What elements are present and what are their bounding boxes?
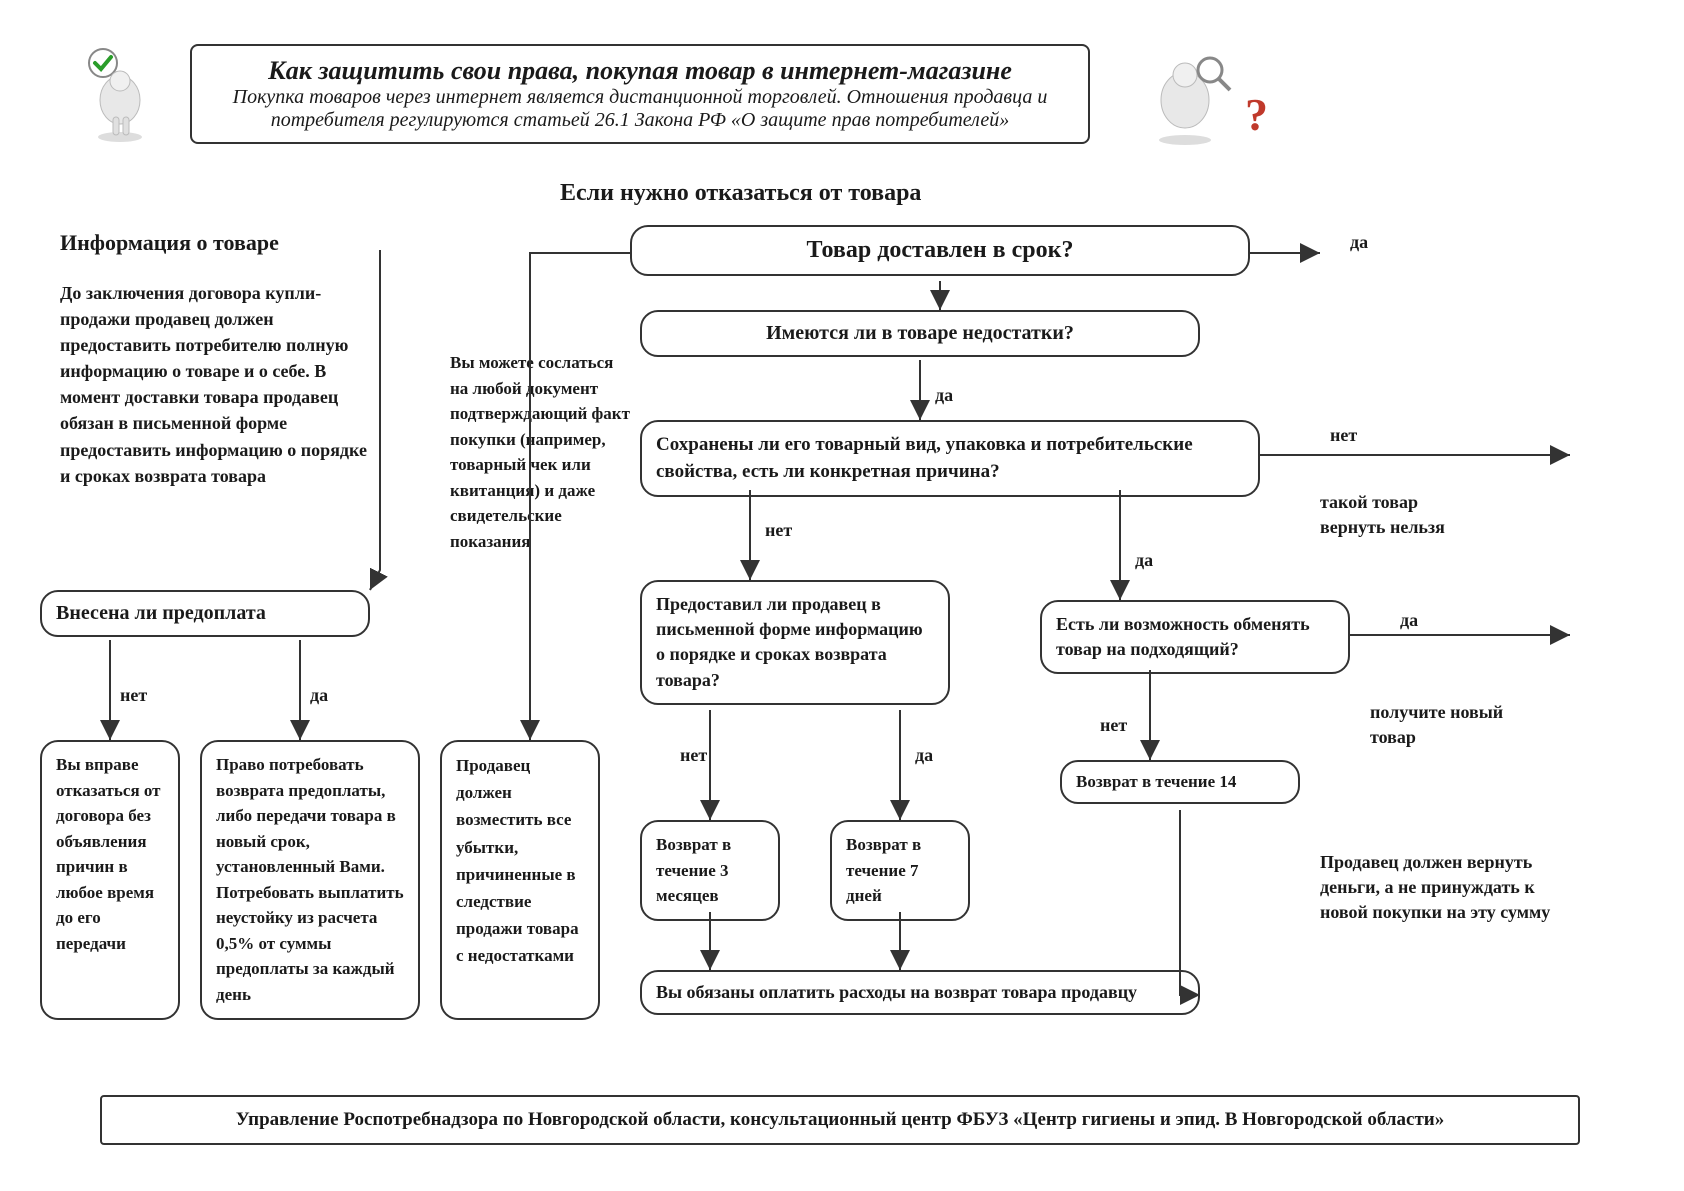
r14-text: Возврат в течение 14 <box>1076 772 1236 791</box>
info-body: До заключения договора купли-продажи про… <box>60 280 370 489</box>
label-yes-prepay: да <box>310 685 328 706</box>
label-yes-q1: да <box>1350 232 1368 253</box>
prepay-no-text: Вы вправе отказаться от договора без объ… <box>56 755 161 953</box>
label-yes-q2da: да <box>935 385 953 406</box>
r3m-text: Возврат в течение 3 месяцев <box>656 835 731 905</box>
prepay-yes-box: Право потребовать возврата предоплаты, л… <box>200 740 420 1020</box>
seller-comp-text: Продавец должен возместить все убытки, п… <box>456 756 579 965</box>
question-figure-icon: ? <box>1130 40 1270 155</box>
return-7d: Возврат в течение 7 дней <box>830 820 970 921</box>
label-yes-q3right: да <box>1135 550 1153 571</box>
r7d-text: Возврат в течение 7 дней <box>846 835 921 905</box>
label-no-prepay: нет <box>120 685 147 706</box>
header-title: Как защитить свои права, покупая товар в… <box>212 56 1068 86</box>
prepay-q-text: Внесена ли предоплата <box>56 602 266 624</box>
header-subtitle: Покупка товаров через интернет является … <box>212 86 1068 132</box>
return-3m: Возврат в течение 3 месяцев <box>640 820 780 921</box>
label-no-q4: нет <box>680 745 707 766</box>
refund-note: Продавец должен вернуть деньги, а не при… <box>1320 850 1560 926</box>
return-14: Возврат в течение 14 <box>1060 760 1300 804</box>
prepay-question: Внесена ли предоплата <box>40 590 370 637</box>
get-new-note: получите новый товар <box>1370 700 1520 750</box>
q1-delivered: Товар доставлен в срок? <box>630 225 1250 276</box>
pay-return-text: Вы обязаны оплатить расходы на возврат т… <box>656 982 1137 1002</box>
info-title: Информация о товаре <box>60 230 279 256</box>
cant-return-note: такой товар вернуть нельзя <box>1320 490 1480 540</box>
q5-text: Есть ли возможность обменять товар на по… <box>1056 614 1310 659</box>
footer-box: Управление Роспотребнадзора по Новгородс… <box>100 1095 1580 1145</box>
q5-exchange: Есть ли возможность обменять товар на по… <box>1040 600 1350 674</box>
q2-text: Имеются ли в товаре недостатки? <box>766 322 1074 344</box>
q2-defects: Имеются ли в товаре недостатки? <box>640 310 1200 357</box>
q1-text: Товар доставлен в срок? <box>807 237 1074 263</box>
section-title: Если нужно отказаться от товара <box>560 180 921 207</box>
docs-note: Вы можете сослаться на любой документ по… <box>450 350 630 554</box>
label-yes-q4: да <box>915 745 933 766</box>
q3-text: Сохранены ли его товарный вид, упаковка … <box>656 434 1193 482</box>
label-no-q3left: нет <box>765 520 792 541</box>
q3-preserved: Сохранены ли его товарный вид, упаковка … <box>640 420 1260 497</box>
q4-text: Предоставил ли продавец в письменной фор… <box>656 594 923 690</box>
header-box: Как защитить свои права, покупая товар в… <box>190 44 1090 144</box>
label-yes-q5: да <box>1400 610 1418 631</box>
label-no-q3far: нет <box>1330 425 1357 446</box>
svg-text:?: ? <box>1245 89 1268 140</box>
prepay-yes-text: Право потребовать возврата предоплаты, л… <box>216 755 404 1004</box>
q4-written-info: Предоставил ли продавец в письменной фор… <box>640 580 950 705</box>
footer-text: Управление Роспотребнадзора по Новгородс… <box>236 1109 1445 1130</box>
prepay-no-box: Вы вправе отказаться от договора без объ… <box>40 740 180 1020</box>
seller-compensate-box: Продавец должен возместить все убытки, п… <box>440 740 600 1020</box>
label-no-q5: нет <box>1100 715 1127 736</box>
checkmark-figure-icon <box>75 45 165 150</box>
pay-return-box: Вы обязаны оплатить расходы на возврат т… <box>640 970 1200 1015</box>
